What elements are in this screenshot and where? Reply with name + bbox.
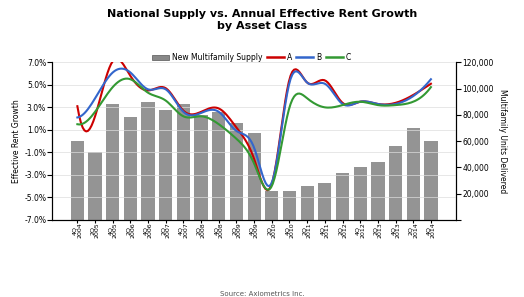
Bar	[283, 191, 296, 220]
Y-axis label: Multifamily Units Delivered: Multifamily Units Delivered	[498, 89, 507, 193]
Bar	[194, 115, 208, 220]
Bar	[407, 128, 420, 220]
Bar	[71, 141, 84, 220]
Bar	[159, 110, 172, 220]
Text: National Supply vs. Annual Effective Rent Growth
by Asset Class: National Supply vs. Annual Effective Ren…	[107, 9, 417, 31]
Bar	[389, 146, 402, 220]
Y-axis label: Effective Rent Growth: Effective Rent Growth	[13, 99, 21, 183]
Bar	[318, 183, 332, 220]
Bar	[106, 104, 119, 220]
Bar	[141, 102, 155, 220]
Bar	[230, 123, 243, 220]
Bar	[177, 104, 190, 220]
Bar	[336, 173, 349, 220]
Bar	[247, 133, 261, 220]
Bar	[124, 117, 137, 220]
Bar	[212, 112, 225, 220]
Bar	[89, 151, 102, 220]
Legend: New Multifamily Supply, A, B, C: New Multifamily Supply, A, B, C	[149, 50, 354, 65]
Bar	[265, 191, 278, 220]
Bar	[424, 141, 438, 220]
Bar	[354, 167, 367, 220]
Text: Source: Axiometrics Inc.: Source: Axiometrics Inc.	[220, 290, 304, 296]
Bar	[301, 186, 314, 220]
Bar	[371, 162, 385, 220]
